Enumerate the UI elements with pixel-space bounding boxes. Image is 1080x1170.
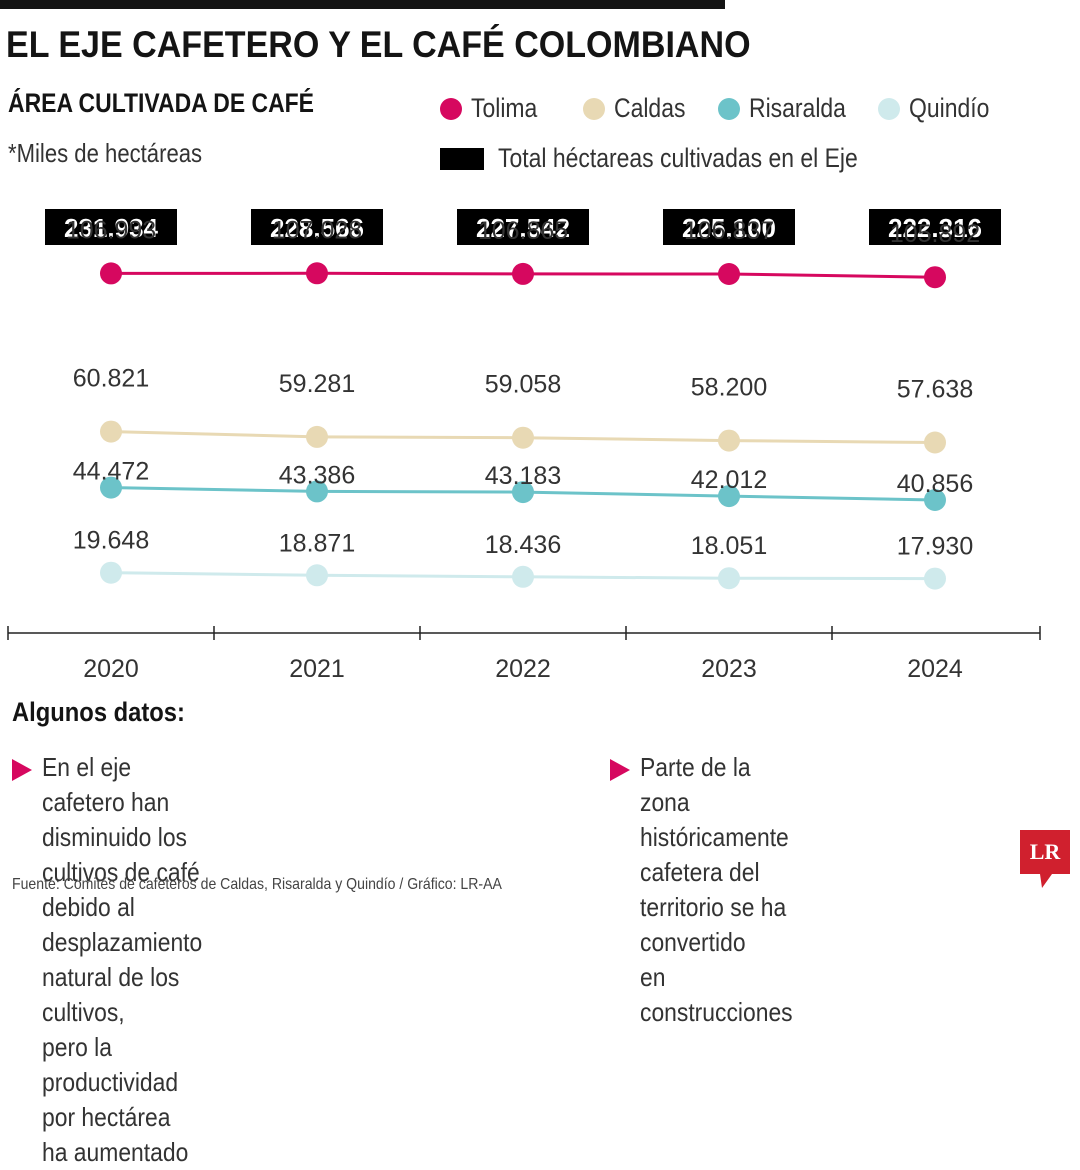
data-point-tolima	[924, 266, 946, 289]
legend-dot-tolima	[440, 97, 462, 120]
source-credit: Fuente: Comités de cafeteros de Caldas, …	[12, 876, 502, 893]
total-value-label: 222.316	[888, 213, 982, 243]
data-label-quindio: 19.648	[73, 527, 149, 555]
legend-item-tolima: Tolima	[440, 93, 549, 124]
data-point-quindio	[512, 565, 534, 588]
note-marker-icon	[12, 759, 32, 781]
data-label-risaralda: 43.386	[279, 461, 355, 489]
data-point-tolima	[512, 262, 534, 285]
data-label-risaralda: 44.472	[73, 458, 149, 486]
note-text-2: Parte de la zona históricamente cafetera…	[640, 752, 793, 1027]
data-label-tolima: 106.865	[478, 217, 568, 245]
data-point-tolima	[306, 262, 328, 285]
legend-dot-caldas	[583, 97, 605, 120]
data-point-risaralda	[306, 480, 328, 503]
note-text-1: En el eje cafetero han disminuido los cu…	[42, 752, 203, 1167]
total-value-label: 231.934	[64, 213, 159, 243]
data-point-caldas	[100, 420, 122, 443]
total-box	[457, 209, 589, 245]
data-label-caldas: 60.821	[73, 365, 149, 393]
legend-label-tolima: Tolima	[471, 93, 538, 123]
data-label-caldas: 59.058	[485, 371, 561, 399]
legend-swatch-total	[440, 147, 484, 170]
data-label-risaralda: 40.856	[897, 470, 973, 498]
data-point-tolima	[100, 262, 122, 285]
data-point-risaralda	[924, 489, 946, 511]
legend-item-quindio: Quindío	[878, 93, 1004, 124]
data-label-tolima: 106.837	[684, 217, 774, 245]
data-point-caldas	[306, 425, 328, 448]
data-point-quindio	[718, 567, 740, 590]
x-tick-label: 2020	[83, 655, 139, 683]
data-point-risaralda	[100, 476, 122, 499]
data-label-tolima: 106.993	[66, 216, 156, 244]
chart-subtitle: ÁREA CULTIVADA DE CAFÉ	[8, 88, 314, 118]
data-point-tolima	[718, 263, 740, 285]
legend-item-total: Total héctareas cultivadas en el Eje	[440, 143, 921, 174]
line-chart: 2020 2021 2022 2023 2024 231.934 228.566 227.54…	[7, 209, 1041, 683]
data-label-quindio: 18.051	[691, 532, 767, 560]
legend-item-caldas: Caldas	[583, 93, 698, 124]
total-value-label: 225.100	[682, 213, 776, 243]
legend-label-risaralda: Risaralda	[749, 93, 846, 123]
legend-dot-risaralda	[718, 97, 740, 120]
x-tick-label: 2021	[289, 655, 345, 683]
data-label-caldas: 59.281	[279, 370, 355, 398]
total-box	[663, 209, 795, 245]
legend-label-total: Total héctareas cultivadas en el Eje	[498, 143, 858, 173]
legend-label-quindio: Quindío	[909, 93, 990, 123]
lr-logo-shape	[1020, 830, 1070, 888]
data-point-quindio	[924, 567, 946, 590]
total-box	[869, 209, 1001, 245]
lr-logo-text: LR	[1029, 839, 1061, 864]
data-point-caldas	[718, 429, 740, 452]
data-label-caldas: 58.200	[691, 374, 767, 402]
legend-label-caldas: Caldas	[614, 93, 686, 123]
top-rule	[0, 0, 725, 9]
data-label-risaralda: 43.183	[485, 462, 561, 490]
data-label-quindio: 18.436	[485, 531, 561, 559]
x-tick-label: 2024	[907, 655, 963, 683]
note-marker-icon	[610, 759, 630, 781]
x-tick-label: 2022	[495, 655, 551, 683]
data-point-caldas	[924, 431, 946, 454]
data-label-risaralda: 42.012	[691, 466, 767, 494]
data-label-quindio: 18.871	[279, 529, 355, 557]
lr-logo: LR	[1020, 830, 1070, 888]
legend-dot-quindio	[878, 97, 900, 120]
total-box	[251, 209, 383, 245]
data-point-quindio	[100, 561, 122, 584]
total-value-label: 228.566	[270, 213, 364, 243]
legend-item-risaralda: Risaralda	[718, 93, 863, 124]
notes-heading: Algunos datos:	[12, 697, 185, 727]
x-tick-label: 2023	[701, 655, 757, 683]
data-label-caldas: 57.638	[897, 376, 973, 404]
data-label-tolima: 105.892	[890, 220, 980, 248]
data-point-caldas	[512, 426, 534, 449]
total-box	[45, 209, 177, 245]
unit-note: *Miles de hectáreas	[8, 138, 203, 168]
data-label-tolima: 107.028	[272, 216, 362, 244]
page-title: EL EJE CAFETERO Y EL CAFÉ COLOMBIANO	[6, 24, 751, 65]
total-value-label: 227.542	[476, 213, 570, 243]
data-point-risaralda	[512, 481, 534, 504]
data-point-risaralda	[718, 485, 740, 508]
data-point-quindio	[306, 564, 328, 587]
data-label-quindio: 17.930	[897, 533, 973, 561]
